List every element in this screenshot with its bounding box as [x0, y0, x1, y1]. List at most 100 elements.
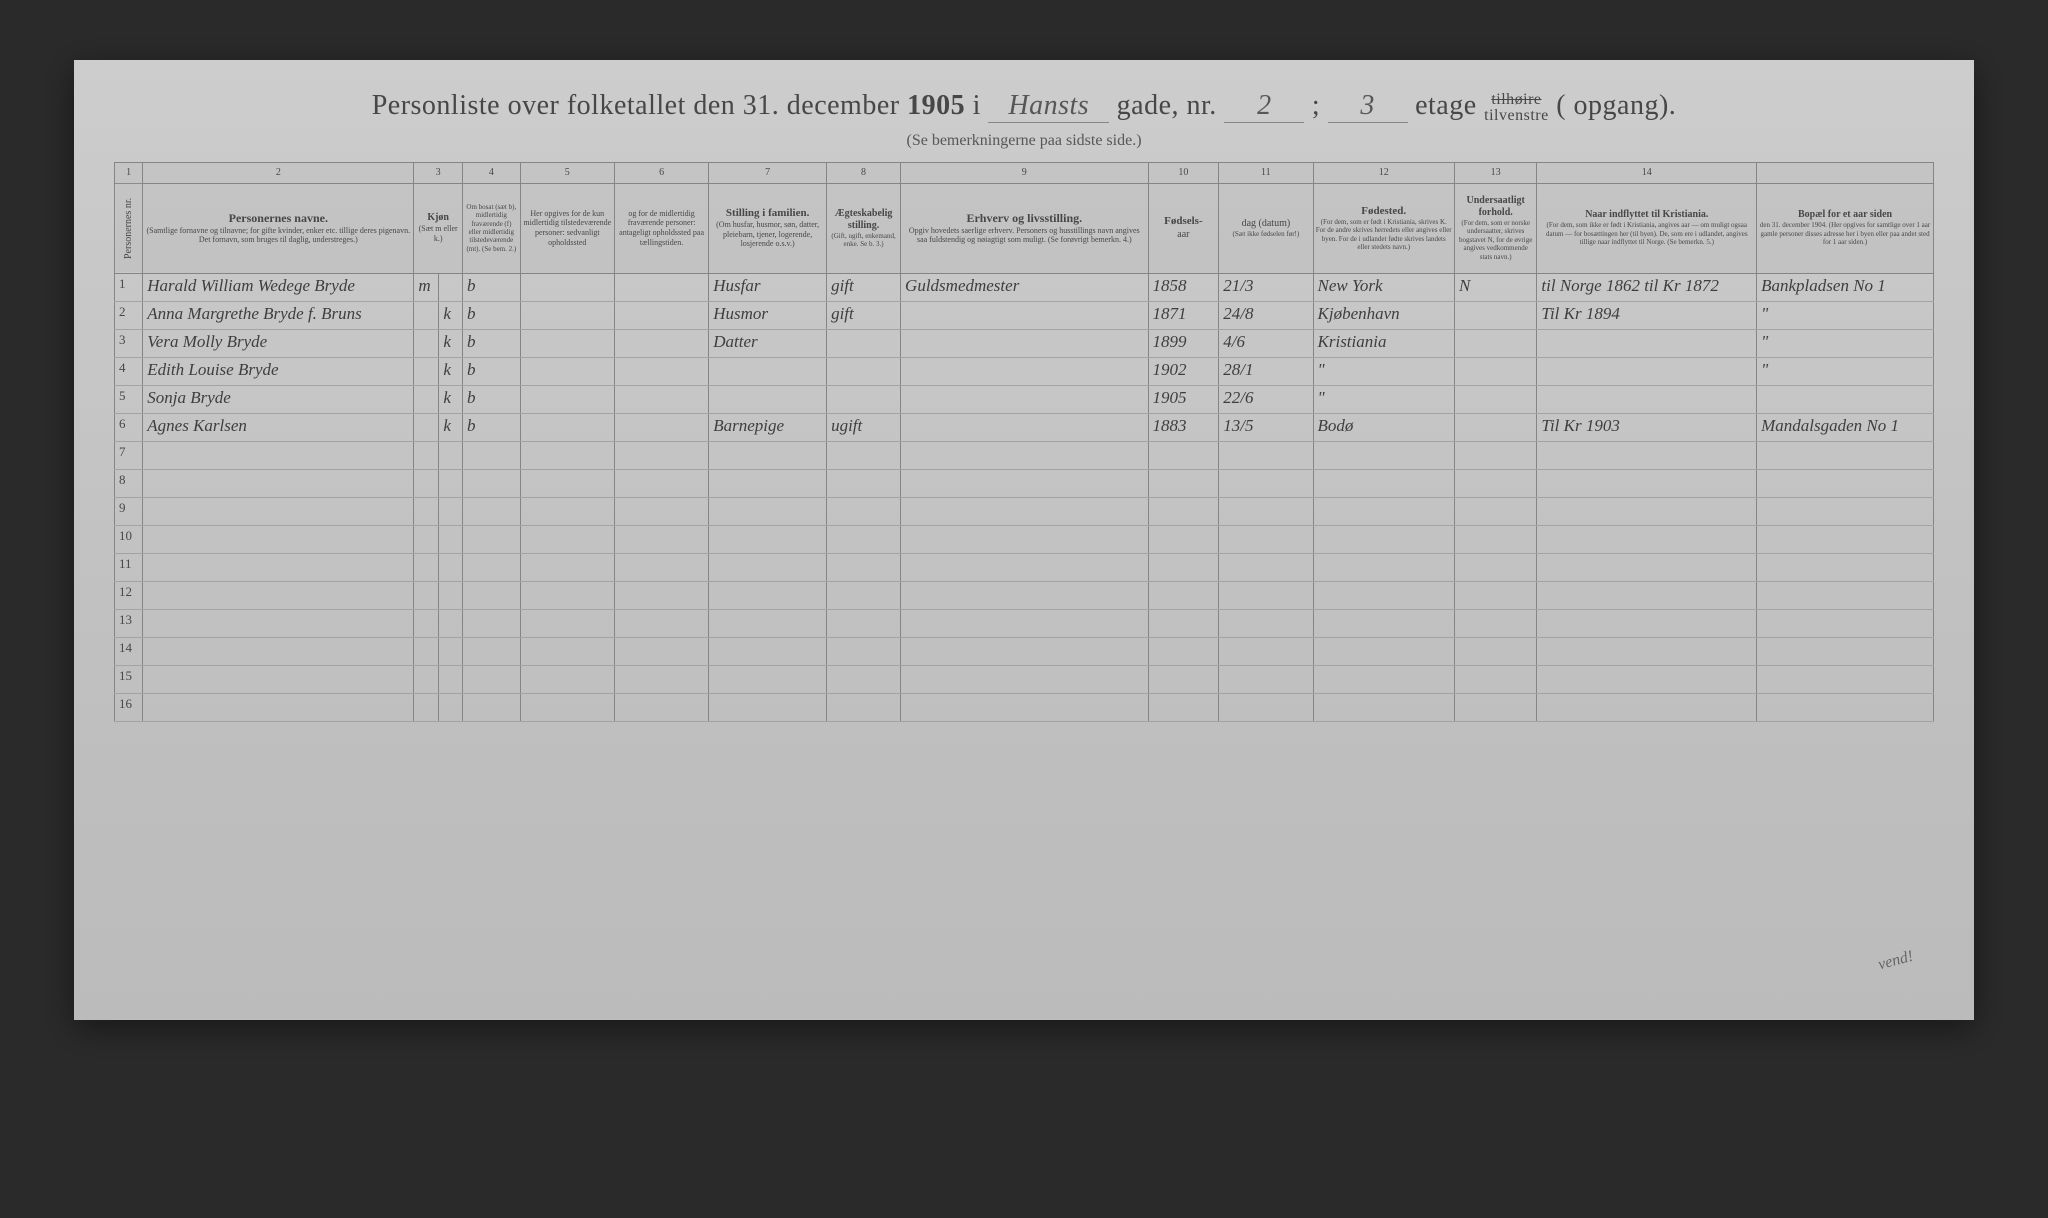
cell-gender-m [414, 357, 439, 385]
cell-bosat [462, 693, 520, 721]
cell-under [1454, 693, 1536, 721]
cell-aegte [827, 525, 901, 553]
cell-gender-m [414, 665, 439, 693]
cell-under [1454, 329, 1536, 357]
cell-indflyt: til Norge 1862 til Kr 1872 [1537, 273, 1757, 301]
cell-under [1454, 525, 1536, 553]
cell-note2 [614, 329, 708, 357]
cell-aegte [827, 329, 901, 357]
cell-aegte [827, 441, 901, 469]
cell-stilling [709, 693, 827, 721]
cell-gender-k [439, 581, 463, 609]
cell-under: N [1454, 273, 1536, 301]
cell-indflyt [1537, 553, 1757, 581]
col-num-1: 1 [115, 162, 143, 183]
cell-erhverv [901, 581, 1148, 609]
table-row: 10 [115, 525, 1934, 553]
tilvenstre: tilvenstre [1484, 108, 1549, 124]
cell-nr: 15 [115, 665, 143, 693]
hdr-erhverv: Erhverv og livsstilling. Opgiv hovedets … [901, 183, 1148, 273]
cell-note1 [520, 581, 614, 609]
table-row: 12 [115, 581, 1934, 609]
cell-note1 [520, 553, 614, 581]
cell-note1 [520, 329, 614, 357]
cell-bopael [1757, 665, 1934, 693]
cell-note2 [614, 357, 708, 385]
cell-gender-m [414, 469, 439, 497]
cell-bosat: b [462, 357, 520, 385]
cell-aegte [827, 581, 901, 609]
cell-name [143, 693, 414, 721]
cell-under [1454, 637, 1536, 665]
cell-aar: 1871 [1148, 301, 1219, 329]
cell-nr: 1 [115, 273, 143, 301]
cell-fodested [1313, 665, 1454, 693]
cell-indflyt [1537, 385, 1757, 413]
table-row: 13 [115, 609, 1934, 637]
hdr-kjon-sub: (Sæt m eller k.) [416, 224, 460, 243]
col-num-9: 9 [901, 162, 1148, 183]
cell-stilling [709, 553, 827, 581]
cell-note2 [614, 693, 708, 721]
cell-indflyt [1537, 665, 1757, 693]
cell-name [143, 581, 414, 609]
cell-bosat [462, 469, 520, 497]
cell-fodested: " [1313, 357, 1454, 385]
cell-note2 [614, 553, 708, 581]
cell-dag [1219, 693, 1313, 721]
cell-bopael: " [1757, 301, 1934, 329]
cell-fodested [1313, 469, 1454, 497]
cell-stilling [709, 637, 827, 665]
cell-bosat: b [462, 329, 520, 357]
cell-name [143, 525, 414, 553]
cell-under [1454, 357, 1536, 385]
cell-nr: 4 [115, 357, 143, 385]
hdr-bopael: Bopæl for et aar siden den 31. december … [1757, 183, 1934, 273]
cell-name: Vera Molly Bryde [143, 329, 414, 357]
cell-under [1454, 609, 1536, 637]
cell-name [143, 637, 414, 665]
cell-stilling [709, 497, 827, 525]
cell-bopael: " [1757, 329, 1934, 357]
cell-gender-k [439, 273, 463, 301]
cell-gender-m [414, 609, 439, 637]
cell-stilling: Husfar [709, 273, 827, 301]
census-table: 1 2 3 4 5 6 7 8 9 10 11 12 13 14 Persone… [114, 162, 1934, 722]
cell-dag: 4/6 [1219, 329, 1313, 357]
cell-fodested: Kristiania [1313, 329, 1454, 357]
cell-fodested [1313, 637, 1454, 665]
cell-aegte: gift [827, 301, 901, 329]
cell-note2 [614, 525, 708, 553]
cell-under [1454, 301, 1536, 329]
cell-aegte [827, 469, 901, 497]
cell-note1 [520, 525, 614, 553]
cell-indflyt [1537, 441, 1757, 469]
cell-aegte [827, 553, 901, 581]
cell-gender-k [439, 609, 463, 637]
cell-name [143, 553, 414, 581]
title-prefix: Personliste over folketallet den 31. dec… [372, 90, 900, 121]
cell-fodested [1313, 525, 1454, 553]
cell-fodested: Bodø [1313, 413, 1454, 441]
cell-erhverv [901, 413, 1148, 441]
cell-gender-k: k [439, 329, 463, 357]
col-num-15 [1757, 162, 1934, 183]
col-num-13: 13 [1454, 162, 1536, 183]
hdr-dag-main: dag (datum) [1221, 218, 1310, 230]
cell-aegte: ugift [827, 413, 901, 441]
cell-stilling [709, 441, 827, 469]
cell-gender-k: k [439, 385, 463, 413]
table-row: 9 [115, 497, 1934, 525]
cell-nr: 9 [115, 497, 143, 525]
street-name-hw: Hansts [988, 90, 1109, 123]
hdr-bopael-main: Bopæl for et aar siden [1759, 209, 1931, 221]
hdr-indflyttet-sub: (For dem, som ikke er født i Kristiania,… [1539, 221, 1754, 246]
cell-under [1454, 553, 1536, 581]
hdr-undersaat: Undersaatligt forhold. (For dem, som er … [1454, 183, 1536, 273]
cell-nr: 16 [115, 693, 143, 721]
cell-note1 [520, 693, 614, 721]
cell-gender-m [414, 441, 439, 469]
cell-erhverv [901, 357, 1148, 385]
cell-indflyt [1537, 525, 1757, 553]
hdr-undersaat-main: Undersaatligt forhold. [1457, 195, 1534, 219]
